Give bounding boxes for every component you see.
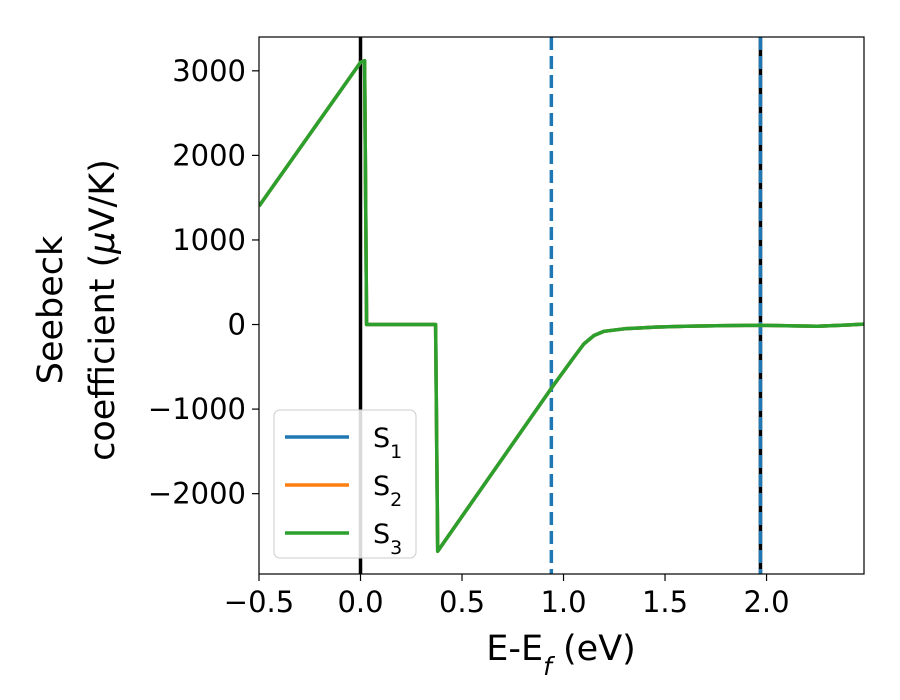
x-tick-label-5: 2.0 bbox=[743, 585, 789, 619]
y-axis-label-line2: coefficient (μV/K) bbox=[83, 159, 123, 461]
y-tick-label-5: −2000 bbox=[148, 477, 246, 511]
x-tick-label-3: 1.0 bbox=[540, 585, 586, 619]
legend: S1 S2 S3 bbox=[273, 409, 417, 559]
legend-label-1: S1 bbox=[373, 423, 402, 463]
y-tick-label-2: 1000 bbox=[172, 223, 246, 257]
x-tick-label-1: 0.0 bbox=[337, 585, 383, 619]
y-axis-label-line1: Seebeck bbox=[31, 235, 71, 384]
y-tick-label-3: 0 bbox=[228, 308, 246, 342]
x-axis-label: E-Ef (eV) bbox=[486, 629, 636, 681]
legend-label-2: S2 bbox=[373, 471, 402, 511]
y-tick-label-4: −1000 bbox=[148, 392, 246, 426]
y-tick-label-0: 3000 bbox=[172, 54, 246, 88]
x-tick-label-2: 0.5 bbox=[439, 585, 485, 619]
x-tick-label-0: −0.5 bbox=[224, 585, 294, 619]
y-axis-label: Seebeck coefficient (μV/K) bbox=[31, 159, 123, 461]
series-line-3 bbox=[259, 58, 864, 553]
legend-label-3: S3 bbox=[373, 519, 402, 559]
x-tick-label-4: 1.5 bbox=[642, 585, 688, 619]
plot-frame bbox=[258, 36, 865, 575]
y-tick-label-1: 2000 bbox=[172, 138, 246, 172]
